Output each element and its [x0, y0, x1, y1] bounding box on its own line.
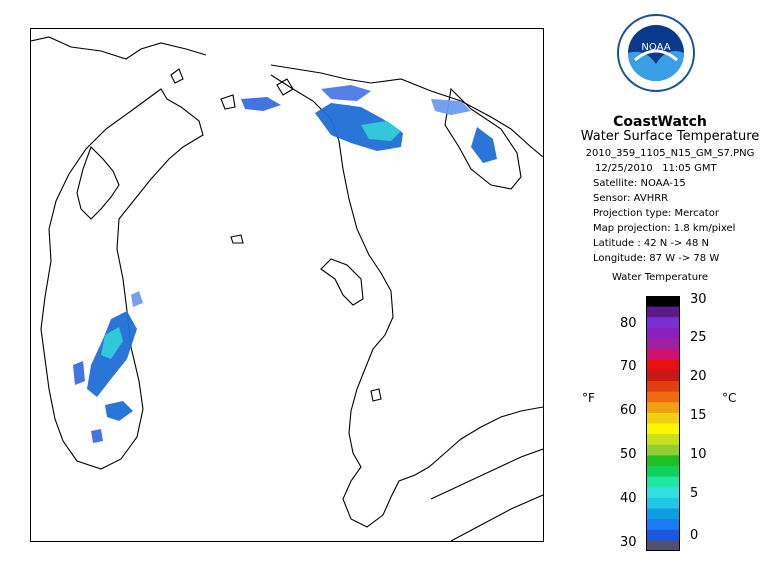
scale-border: [646, 296, 680, 551]
filename: 2010_359_1105_N15_GM_S7.PNG: [585, 148, 755, 159]
c-tick-25: 25: [690, 330, 707, 345]
satellite-label: Satellite: NOAA-15: [593, 178, 686, 189]
scale-swatch-11: [646, 412, 680, 425]
scale-swatch-9: [646, 391, 680, 403]
island-4: [220, 94, 236, 110]
scale-swatch-23: [646, 540, 680, 551]
f-tick-50: 50: [620, 447, 637, 462]
f-tick-80: 80: [620, 316, 637, 331]
scale-swatch-21: [646, 519, 680, 531]
scale-swatch-4: [646, 338, 680, 350]
scale-swatch-5: [646, 349, 680, 361]
date: 12/25/2010: [595, 163, 653, 174]
map-projection-label: Map projection: 1.8 km/pixel: [593, 223, 736, 234]
scale-swatch-7: [646, 370, 680, 382]
scale-swatch-8: [646, 381, 680, 393]
sensor-label: Sensor: AVHRR: [593, 193, 669, 204]
scale-swatch-16: [646, 466, 680, 478]
lake-huron-shore: [270, 74, 543, 528]
scale-swatch-18: [646, 487, 680, 499]
f-tick-60: 60: [620, 403, 637, 418]
latitude-label: Latitude : 42 N -> 48 N: [593, 238, 709, 249]
lake-erie-south: [450, 494, 543, 541]
f-tick-40: 40: [620, 491, 637, 506]
scale-swatch-6: [646, 359, 680, 371]
c-tick-0: 0: [690, 528, 699, 543]
unit-celsius: °C: [722, 391, 737, 405]
noaa-logo-text: NOAA: [641, 42, 670, 53]
c-tick-5: 5: [690, 486, 699, 501]
f-tick-30: 30: [620, 535, 637, 550]
temperature-pixels: [73, 85, 497, 443]
time: 11:05 GMT: [662, 163, 717, 174]
north-shore-right: [270, 64, 543, 158]
scale-swatch-19: [646, 497, 680, 510]
c-tick-15: 15: [690, 408, 707, 423]
temperature-color-scale: [646, 296, 680, 551]
longitude-label: Longitude: 87 W -> 78 W: [593, 253, 720, 264]
scale-swatch-14: [646, 444, 680, 456]
green-bay: [76, 146, 120, 220]
lake-michigan-shore: [40, 88, 204, 470]
scale-swatch-0: [646, 296, 680, 308]
c-tick-30: 30: [690, 292, 707, 307]
saginaw-bay: [320, 258, 364, 306]
lake-erie-shore: [430, 448, 543, 500]
north-shore-left: [31, 36, 207, 60]
noaa-logo-icon: NOAA: [617, 14, 695, 92]
scale-swatch-3: [646, 327, 680, 340]
island-5: [276, 78, 294, 96]
projection-type-label: Projection type: Mercator: [593, 208, 719, 219]
unit-fahrenheit: °F: [582, 391, 595, 405]
scale-swatch-20: [646, 508, 680, 520]
scale-swatch-17: [646, 476, 680, 488]
product-subtitle: Water Surface Temperature: [580, 129, 760, 144]
scale-swatch-10: [646, 402, 680, 414]
scale-swatch-22: [646, 529, 680, 541]
coastline-map: [31, 36, 543, 541]
f-tick-70: 70: [620, 359, 637, 374]
date-time: 12/25/2010 11:05 GMT: [595, 163, 782, 174]
georgian-bay: [444, 87, 522, 190]
c-tick-20: 20: [690, 369, 707, 384]
brand-title: CoastWatch: [613, 114, 707, 130]
scale-swatch-15: [646, 455, 680, 467]
scale-swatch-2: [646, 317, 680, 329]
c-tick-10: 10: [690, 447, 707, 462]
island-2: [370, 388, 382, 402]
scale-swatch-13: [646, 434, 680, 446]
scale-swatch-1: [646, 306, 680, 318]
island-3: [170, 68, 184, 84]
island-1: [230, 234, 244, 244]
scale-title: Water Temperature: [612, 272, 709, 283]
scale-swatch-12: [646, 423, 680, 435]
map-frame: [30, 28, 544, 542]
